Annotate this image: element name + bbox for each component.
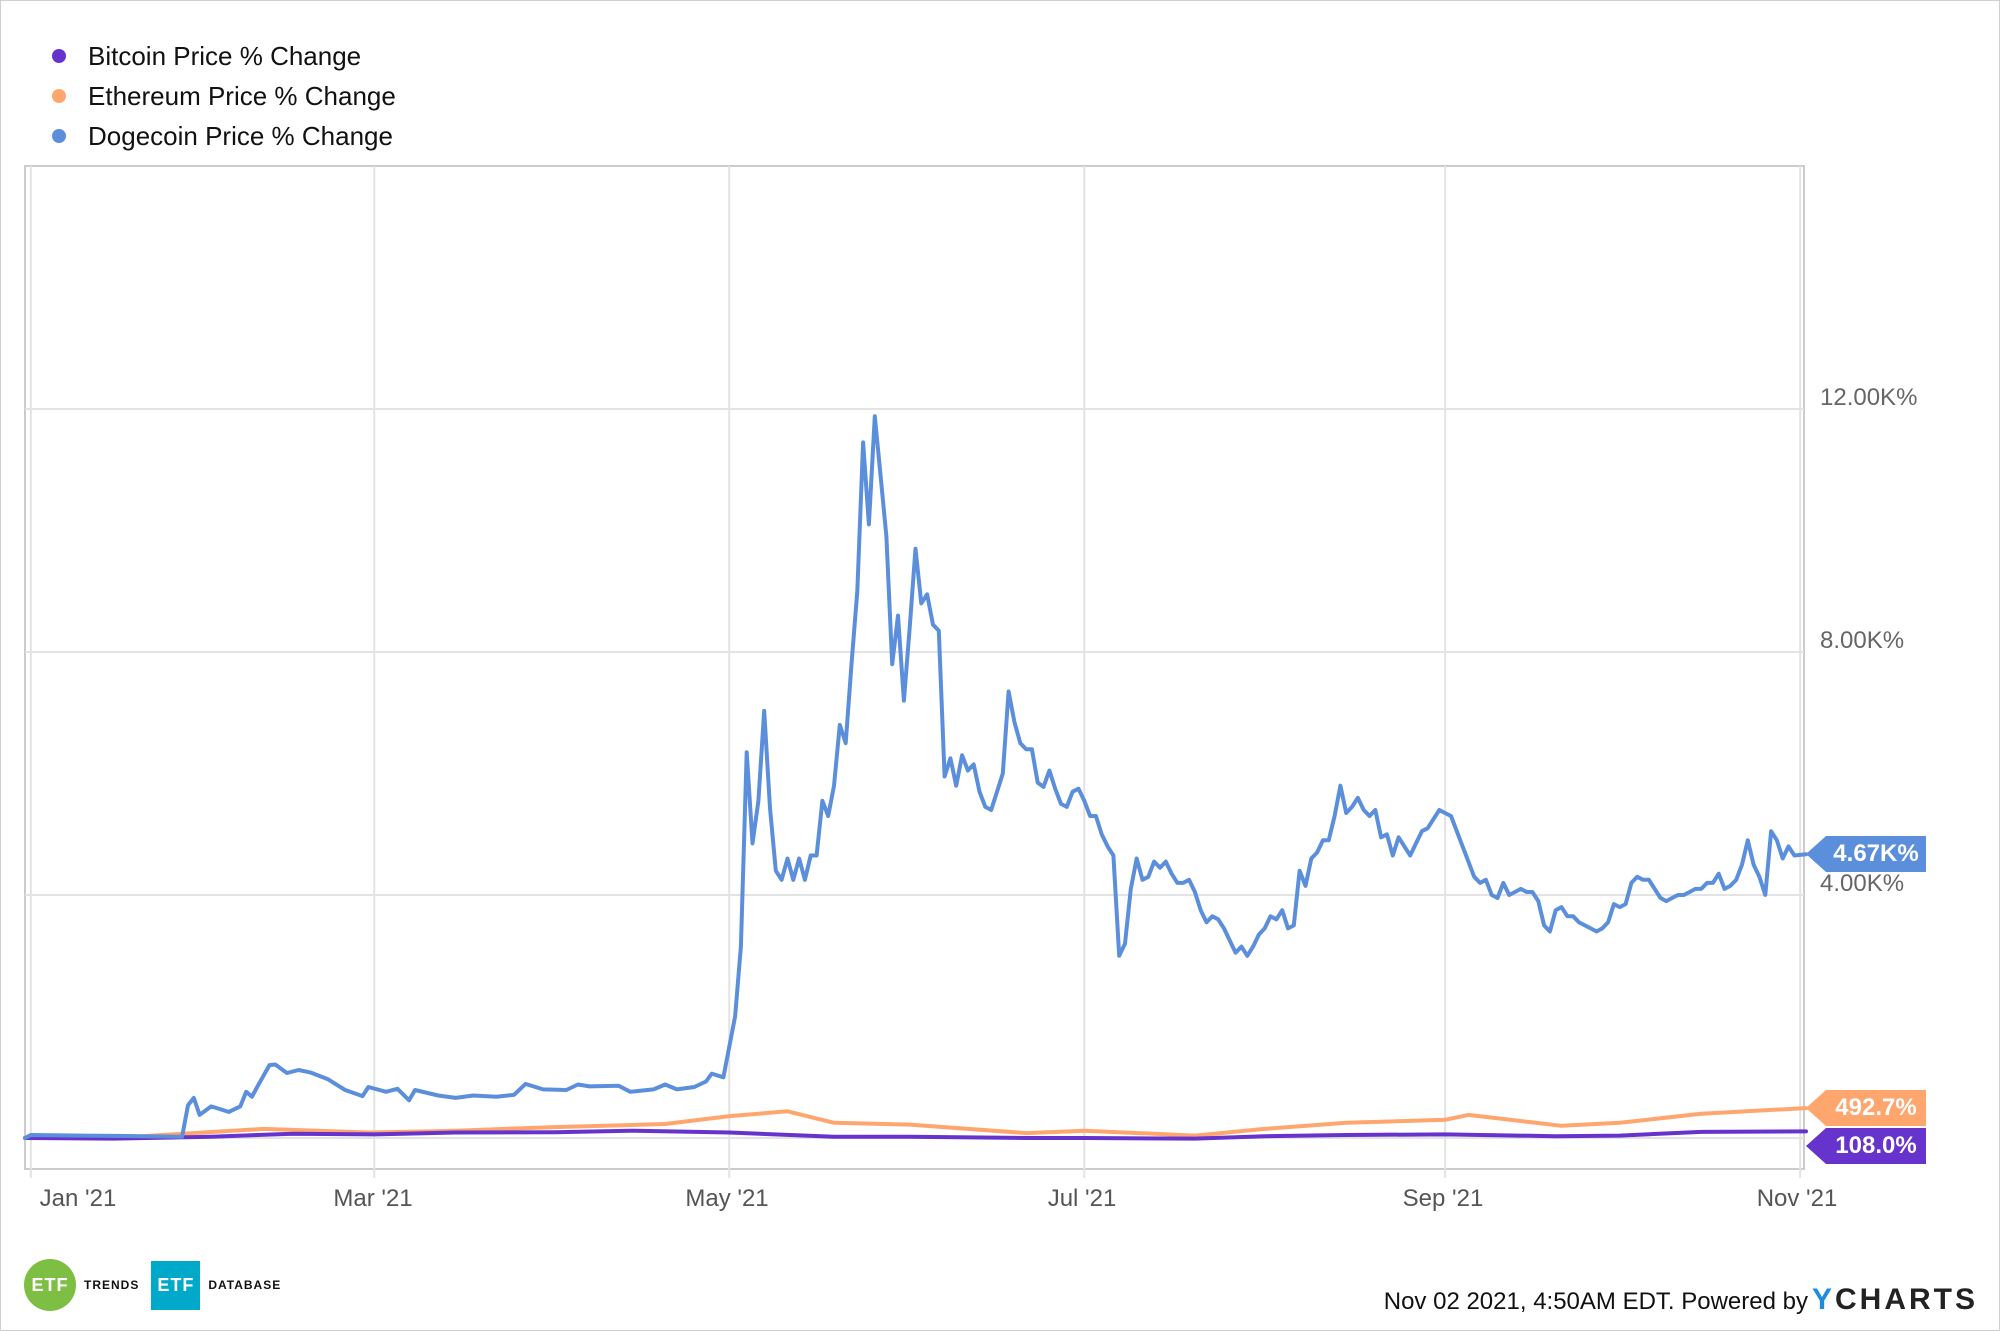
- footer-timestamp: Nov 02 2021, 4:50AM EDT. Powered by: [1383, 1288, 1808, 1315]
- etf-trends-text: TRENDS: [84, 1278, 140, 1292]
- y-tick-4k: 4.00K%: [1820, 870, 1905, 897]
- legend-label: Bitcoin Price % Change: [88, 40, 362, 71]
- ycharts-logo[interactable]: YCHARTS: [1811, 1283, 1978, 1316]
- series-lines: [23, 414, 1808, 1141]
- legend-item-ethereum[interactable]: Ethereum Price % Change: [52, 76, 396, 116]
- y-tick-12k: 12.00K%: [1820, 384, 1918, 411]
- x-tick-sep: Sep '21: [1402, 1185, 1484, 1212]
- badge-arrow-icon: [1806, 1128, 1826, 1164]
- legend-item-dogecoin[interactable]: Dogecoin Price % Change: [52, 116, 396, 156]
- series-line-bitcoin[interactable]: [23, 1128, 1808, 1141]
- etf-database-logo[interactable]: ETF: [151, 1260, 201, 1310]
- series-line-dogecoin[interactable]: [23, 414, 1808, 1140]
- gridlines: [25, 166, 1804, 1178]
- x-tick-jan: Jan '21: [39, 1185, 117, 1212]
- legend-dot-icon: [52, 49, 66, 63]
- x-tick-may: May '21: [685, 1185, 769, 1212]
- plot-border: [24, 165, 1805, 1170]
- badge-arrow-icon: [1806, 836, 1826, 872]
- legend: Bitcoin Price % Change Ethereum Price % …: [52, 36, 396, 156]
- x-tick-mar: Mar '21: [333, 1185, 413, 1212]
- legend-dot-icon: [52, 129, 66, 143]
- legend-label: Ethereum Price % Change: [88, 80, 396, 111]
- footer: Nov 02 2021, 4:50AM EDT. Powered by YCHA…: [1384, 1283, 1978, 1317]
- end-badge-bitcoin: 108.0%: [1806, 1128, 1926, 1164]
- end-badge-ethereum: 492.7%: [1806, 1090, 1926, 1126]
- x-tick-nov: Nov '21: [1756, 1185, 1838, 1212]
- etf-database-text: DATABASE: [208, 1278, 282, 1292]
- etf-trends-logo[interactable]: ETF: [24, 1259, 76, 1311]
- legend-dot-icon: [52, 89, 66, 103]
- legend-item-bitcoin[interactable]: Bitcoin Price % Change: [52, 36, 396, 76]
- badge-arrow-icon: [1806, 1090, 1826, 1126]
- sponsor-logos: ETF TRENDS ETF DATABASE: [24, 1259, 293, 1311]
- y-tick-8k: 8.00K%: [1820, 627, 1905, 654]
- legend-label: Dogecoin Price % Change: [88, 120, 393, 151]
- end-badge-dogecoin: 4.67K%: [1806, 836, 1926, 872]
- x-tick-jul: Jul '21: [1047, 1185, 1117, 1212]
